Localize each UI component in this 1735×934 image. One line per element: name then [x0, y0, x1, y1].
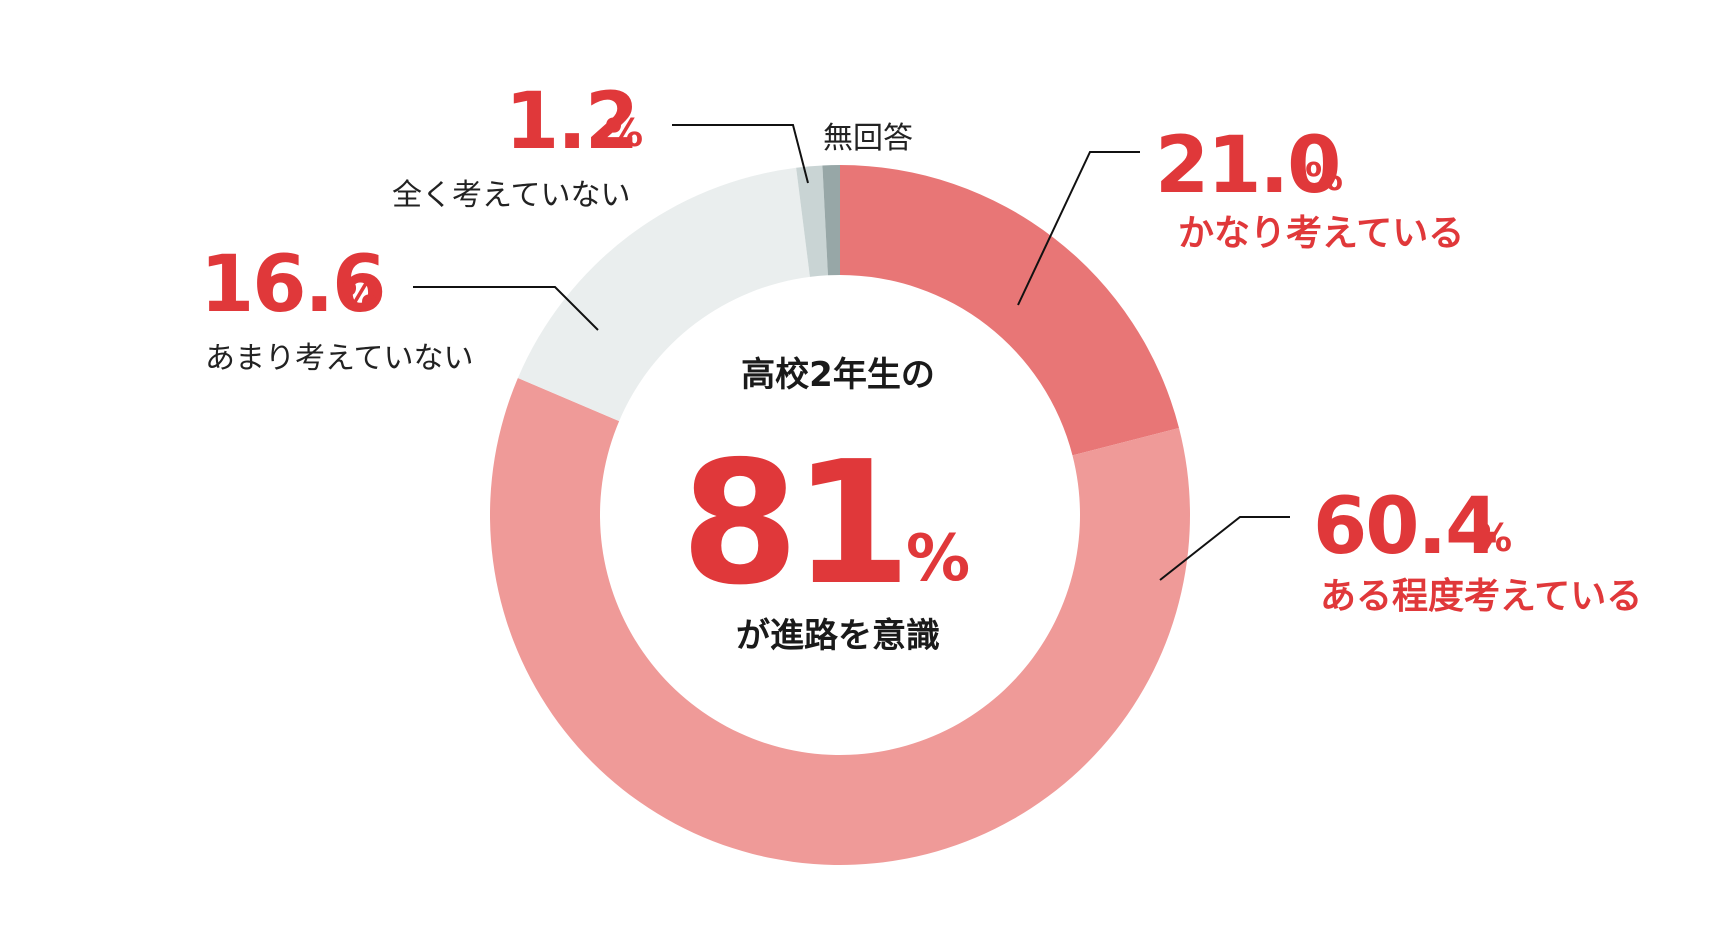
slice-unit-mattaku: % — [605, 111, 643, 155]
leader-line-aruteido — [1159, 516, 1290, 581]
slice-label-mukaitou: 無回答 — [823, 121, 913, 156]
center-top-text: 高校2年生の — [741, 355, 935, 395]
slice-value-amari: 16.6 — [200, 240, 384, 330]
slice-value-kanari: 21.0 — [1155, 121, 1339, 211]
donut-slice-1 — [490, 378, 1191, 865]
slice-label-kanari: かなり考えている — [1178, 213, 1464, 254]
center-unit: % — [906, 522, 970, 596]
center-value: 81 — [681, 425, 906, 623]
slice-unit-amari: % — [340, 274, 378, 318]
donut-slices — [490, 165, 1191, 865]
leader-line-kanari — [1017, 151, 1140, 306]
slice-label-amari: あまり考えていない — [205, 341, 474, 376]
leader-line-mattaku — [672, 124, 809, 184]
donut-slice-2 — [517, 167, 810, 422]
slice-value-mattaku: 1.2 — [505, 77, 637, 167]
slice-label-mattaku: 全く考えていない — [392, 178, 631, 213]
slice-label-aruteido: ある程度考えている — [1320, 576, 1642, 617]
slice-value-aruteido: 60.4 — [1313, 482, 1497, 572]
donut-slice-0 — [840, 165, 1180, 456]
donut-slice-3 — [796, 165, 828, 277]
slice-unit-kanari: % — [1305, 155, 1343, 199]
leader-line-amari — [413, 286, 599, 331]
donut-slice-4 — [822, 165, 840, 276]
center-bottom-text: が進路を意識 — [736, 616, 940, 656]
slice-unit-aruteido: % — [1474, 516, 1512, 560]
